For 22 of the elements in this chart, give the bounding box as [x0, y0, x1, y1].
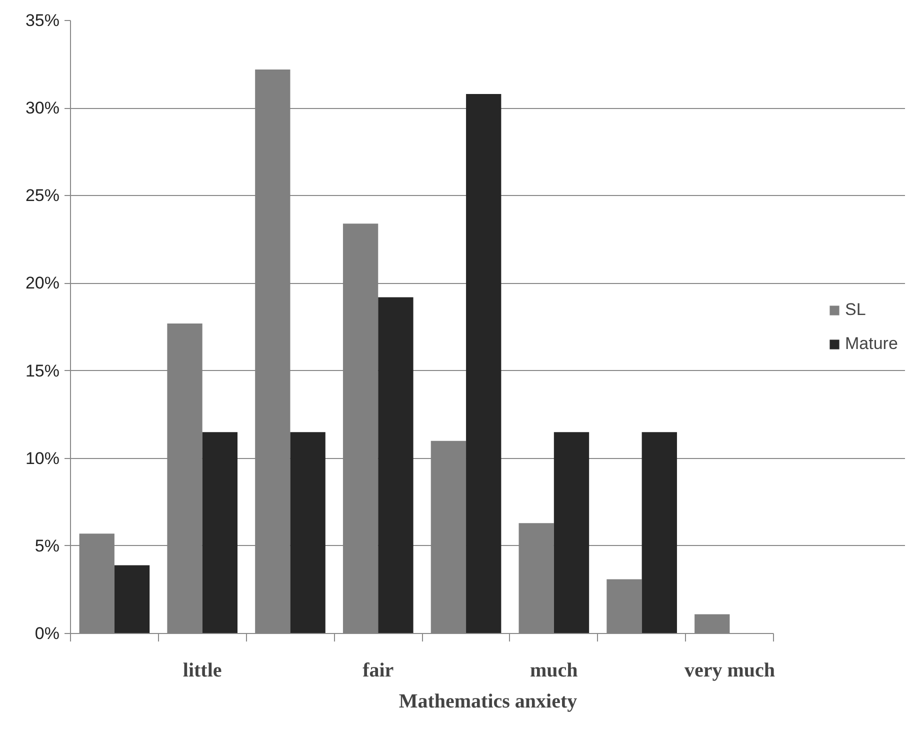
legend-label: Mature — [845, 334, 899, 354]
x-tick-label: fair — [362, 660, 394, 682]
y-tick-label: 35% — [25, 11, 60, 30]
y-tick-label: 20% — [25, 274, 60, 293]
y-tick-label: 30% — [25, 98, 60, 118]
bar — [554, 432, 590, 634]
x-axis-title: Mathematics anxiety — [398, 690, 578, 712]
bar — [642, 432, 677, 634]
bar — [466, 94, 502, 634]
x-tick-label: little — [182, 660, 222, 682]
bar — [202, 432, 238, 634]
y-tick-label: 15% — [25, 361, 60, 380]
y-tick-label: 10% — [25, 448, 60, 468]
y-tick-label: 25% — [25, 186, 60, 206]
y-tick-label: 0% — [34, 624, 60, 643]
x-tick-label: much — [530, 660, 578, 682]
x-tick-label: very much — [684, 660, 775, 682]
bar — [114, 565, 150, 634]
bar — [378, 297, 414, 634]
bar — [290, 432, 326, 634]
y-tick-label: 5% — [34, 536, 60, 556]
legend-label: SL — [845, 300, 867, 320]
